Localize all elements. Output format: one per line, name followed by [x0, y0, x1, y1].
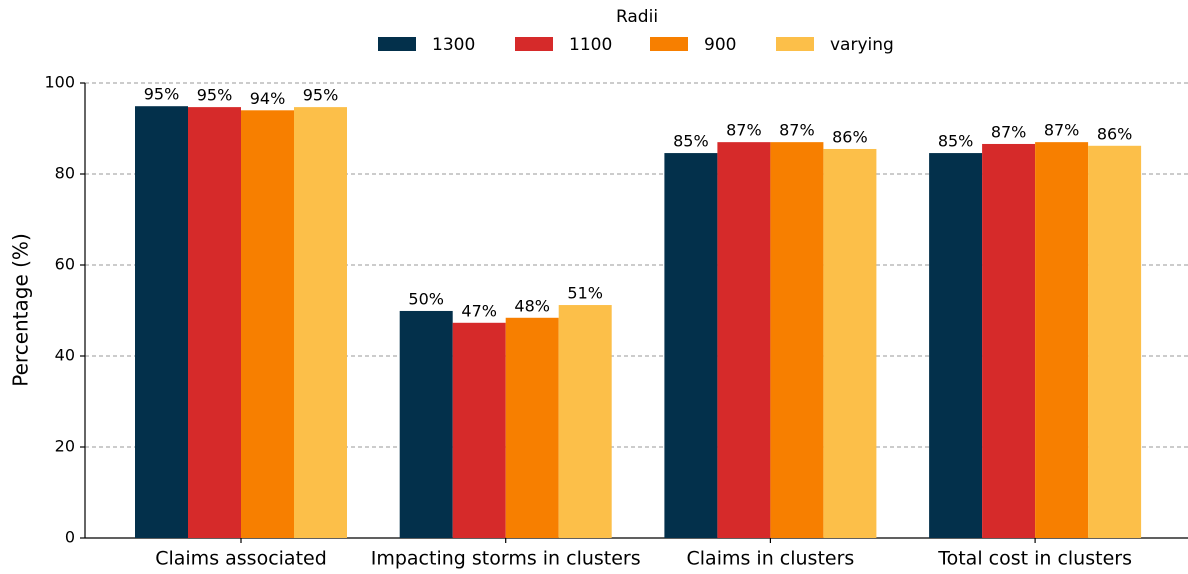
bar [294, 107, 347, 539]
y-tick-label: 80 [55, 164, 75, 183]
legend-title: Radii [616, 7, 658, 27]
bar [241, 110, 294, 539]
value-label: 87% [726, 121, 762, 140]
bar [823, 148, 877, 538]
bar [558, 305, 612, 538]
bar [1088, 145, 1142, 539]
legend-label: 900 [704, 35, 736, 55]
value-label: 95% [303, 86, 339, 105]
legend-label: 1300 [432, 35, 475, 55]
bar [135, 106, 188, 538]
value-label: 94% [250, 89, 286, 108]
value-label: 85% [938, 132, 974, 151]
value-label: 86% [832, 127, 868, 146]
bar [399, 310, 453, 538]
x-tick-label: Claims in clusters [687, 548, 855, 570]
value-label: 87% [1044, 121, 1080, 140]
y-tick-label: 100 [44, 73, 75, 92]
legend-swatch [776, 37, 814, 51]
value-label: 87% [779, 121, 815, 140]
value-label: 47% [461, 301, 497, 320]
y-tick-label: 0 [65, 528, 75, 547]
bar [188, 107, 241, 539]
legend-swatch [515, 37, 553, 51]
x-tick-label: Total cost in clusters [937, 548, 1132, 570]
legend-label: 1100 [569, 35, 612, 55]
value-label: 87% [991, 122, 1027, 141]
legend-swatch [650, 37, 688, 51]
x-tick-label: Impacting storms in clusters [371, 548, 641, 570]
y-tick-label: 40 [55, 346, 75, 365]
value-label: 95% [144, 85, 180, 104]
y-tick-label: 20 [55, 437, 75, 456]
value-label: 86% [1097, 124, 1133, 143]
bar [982, 143, 1036, 538]
x-tick-label: Claims associated [155, 548, 327, 570]
value-label: 50% [408, 289, 444, 308]
bar [1035, 142, 1089, 538]
bar [770, 142, 824, 538]
value-label: 48% [514, 296, 550, 315]
bar [452, 322, 506, 538]
legend-label: varying [830, 35, 894, 55]
legend-swatch [378, 37, 416, 51]
bar [717, 142, 771, 538]
value-label: 95% [197, 86, 233, 105]
bar [664, 153, 718, 538]
bar [929, 153, 983, 538]
bar [505, 317, 559, 538]
value-label: 85% [673, 132, 709, 151]
y-axis-label: Percentage (%) [9, 233, 33, 386]
value-label: 51% [567, 284, 603, 303]
y-tick-label: 60 [55, 255, 75, 274]
